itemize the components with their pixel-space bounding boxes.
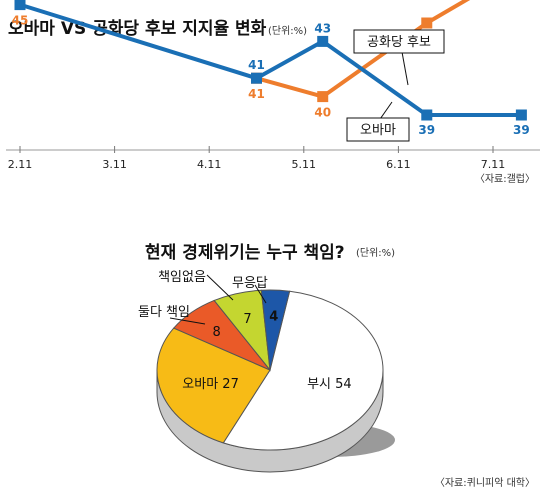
x-tick-label: 4.11	[197, 158, 222, 171]
pie-slice	[260, 289, 291, 371]
series-line	[255, 0, 471, 99]
data-label: 39	[513, 123, 530, 137]
pie-labels: 부시 54 오바마 27 8 7 4	[182, 310, 351, 392]
leader-no-blame	[206, 274, 234, 301]
label-both-blame: 둘다 책임	[138, 305, 190, 320]
x-tick-label: 7.11	[481, 158, 506, 171]
callout-republican-label: 공화당 후보	[367, 35, 431, 50]
x-tick-label: 2.11	[8, 158, 33, 171]
data-label: 41	[248, 87, 265, 101]
data-point	[421, 109, 433, 121]
data-point	[251, 72, 262, 84]
data-point	[317, 91, 329, 103]
pie-slices	[156, 289, 384, 451]
x-tick-label: 3.11	[102, 158, 127, 171]
x-axis-ticks: 2.11 3.11 4.11 5.11 6.11 7.11	[8, 146, 506, 171]
leader-both-blame	[169, 317, 206, 325]
pie-value-label: 4	[269, 310, 278, 325]
data-label: 41	[248, 58, 265, 72]
pie-slice	[222, 290, 384, 451]
series-labels: 45414339394140444745	[12, 14, 530, 137]
data-label: 39	[418, 123, 435, 137]
callout-obama: 오바마	[346, 101, 410, 142]
pie-chart: 현재 경제위기는 누구 책임? (단위:%) 부시 54 오바마 27 8 7 4 무응…	[138, 242, 535, 489]
line-chart-source: 〈자료:갤럽〉	[475, 173, 535, 185]
pie-value-label: 7	[243, 312, 251, 327]
pie-chart-title: 현재 경제위기는 누구 책임?	[145, 242, 345, 263]
x-tick-label: 5.11	[292, 158, 317, 171]
pie-value-label: 오바마 27	[182, 377, 239, 392]
data-point	[14, 0, 26, 11]
callout-obama-label: 오바마	[360, 123, 396, 138]
callout-republican-pointer	[401, 51, 409, 86]
pie-chart-source: 〈자료:퀴니피악 대학〉	[435, 477, 535, 489]
callout-obama-box	[346, 117, 410, 142]
line-chart-unit: (단위:%)	[268, 24, 307, 37]
series-lines	[19, 0, 522, 117]
label-no-answer: 무응답	[232, 276, 268, 291]
callout-republican: 공화당 후보	[353, 29, 445, 86]
line-chart-title: 오바마 VS 공화당 후보 지지율 변화	[8, 18, 267, 39]
data-label: 40	[314, 106, 331, 120]
data-point	[317, 35, 329, 47]
pie-chart-unit: (단위:%)	[356, 246, 395, 259]
label-no-blame: 책임없음	[158, 270, 206, 285]
data-label: 45	[12, 14, 29, 28]
x-tick-label: 6.11	[386, 158, 411, 171]
data-label: 43	[314, 21, 331, 35]
pie-slice	[156, 327, 271, 444]
pie-value-label: 부시 54	[307, 377, 352, 392]
line-chart: 오바마 VS 공화당 후보 지지율 변화 (단위:%) 2.11 3.11 4.11…	[6, 0, 540, 185]
leader-no-answer	[254, 284, 267, 304]
callout-republican-box	[353, 29, 445, 54]
pie-value-label: 8	[212, 325, 220, 340]
data-point	[421, 17, 433, 29]
series-points	[14, 0, 527, 121]
data-point	[515, 109, 527, 121]
